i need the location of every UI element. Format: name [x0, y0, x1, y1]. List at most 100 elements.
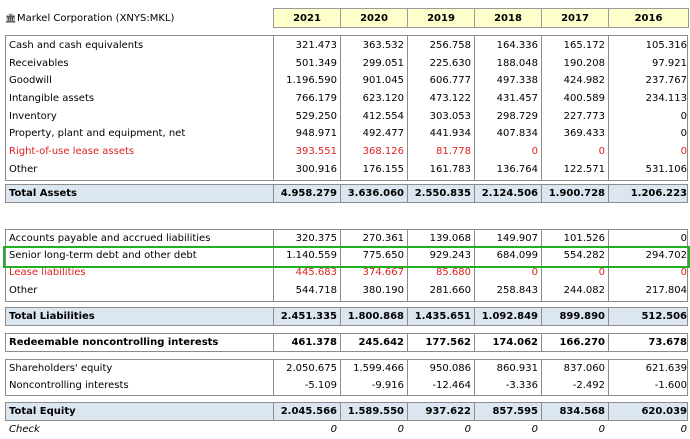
column-divider	[273, 360, 274, 395]
column-divider	[474, 36, 475, 180]
table-row: Goodwill 1.196.590 901.045 606.777 497.338 42…	[5, 72, 688, 90]
cell-2018: 0	[531, 267, 538, 278]
column-divider	[340, 403, 341, 420]
row-label: Other	[9, 164, 38, 175]
cell-2018: 860.931	[496, 363, 538, 374]
year-header-2021: 2021	[273, 8, 341, 28]
row-label: Property, plant and equipment, net	[9, 128, 186, 139]
column-divider	[273, 36, 274, 180]
cell-2021: 544.718	[295, 285, 337, 296]
row-label: Shareholders' equity	[9, 363, 113, 374]
cell-2018: 0	[531, 424, 538, 435]
cell-2017: 1.900.728	[548, 188, 605, 199]
cell-2021: 393.551	[295, 146, 337, 157]
cell-2016: 621.639	[645, 363, 687, 374]
cell-2021: 320.375	[295, 233, 337, 244]
cell-2021: 4.958.279	[280, 188, 337, 199]
cell-2020: 492.477	[362, 128, 404, 139]
cell-2017: 0	[598, 424, 605, 435]
cell-2016: 0	[680, 111, 687, 122]
cell-2019: 256.758	[429, 40, 471, 51]
table-row: Check 0 0 0 0 0 0	[5, 421, 688, 439]
row-label: Accounts payable and accrued liabilities	[9, 233, 211, 244]
cell-2021: 2.050.675	[286, 363, 337, 374]
bank-icon: 🏛	[5, 14, 17, 24]
column-divider	[407, 185, 408, 202]
cell-2016: 0	[680, 146, 687, 157]
cell-2016: 73.678	[648, 337, 687, 348]
row-label: Receivables	[9, 58, 69, 69]
column-divider	[474, 308, 475, 325]
cell-2020: 901.045	[362, 75, 404, 86]
column-divider	[273, 230, 274, 301]
redeemable-box	[5, 333, 688, 352]
cell-2018: 164.336	[496, 40, 538, 51]
cell-2016: 0	[680, 128, 687, 139]
table-row: Senior long-term debt and other debt 1.14…	[5, 247, 688, 265]
column-divider	[474, 360, 475, 395]
cell-2016: 105.316	[645, 40, 687, 51]
column-divider	[474, 230, 475, 301]
cell-2019: 81.778	[436, 146, 471, 157]
cell-2019: 1.435.651	[414, 311, 471, 322]
column-divider	[608, 403, 609, 420]
cell-2017: 554.282	[563, 250, 605, 261]
table-row: Total Equity 2.045.566 1.589.550 937.622 857…	[5, 403, 688, 421]
cell-2021: 2.045.566	[280, 406, 337, 417]
cell-2019: 441.934	[429, 128, 471, 139]
cell-2019: 85.680	[436, 267, 471, 278]
year-header-2017: 2017	[541, 8, 609, 28]
cell-2020: 176.155	[362, 164, 404, 175]
row-label: Inventory	[9, 111, 57, 122]
liabilities-box	[5, 229, 688, 302]
cell-2019: 0	[464, 424, 471, 435]
cell-2017: 227.773	[563, 111, 605, 122]
column-divider	[407, 334, 408, 351]
cell-2019: 281.660	[429, 285, 471, 296]
column-divider	[608, 185, 609, 202]
column-divider	[340, 230, 341, 301]
cell-2018: 136.764	[496, 164, 538, 175]
cell-2018: 149.907	[496, 233, 538, 244]
cell-2020: 245.642	[358, 337, 404, 348]
table-row: Other 544.718 380.190 281.660 258.843 244.082…	[5, 282, 688, 300]
cell-2018: 1.092.849	[481, 311, 538, 322]
column-divider	[340, 334, 341, 351]
total-assets-box	[5, 184, 688, 203]
cell-2017: 400.589	[563, 93, 605, 104]
cell-2017: 101.526	[563, 233, 605, 244]
cell-2016: 620.039	[641, 406, 687, 417]
assets-box	[5, 35, 688, 181]
column-divider	[608, 36, 609, 180]
column-divider	[273, 308, 274, 325]
cell-2016: -1.600	[654, 380, 687, 391]
column-divider	[541, 308, 542, 325]
cell-2017: 837.060	[563, 363, 605, 374]
row-label: Right-of-use lease assets	[9, 146, 135, 157]
row-label: Cash and cash equivalents	[9, 40, 144, 51]
cell-2020: 299.051	[362, 58, 404, 69]
cell-2020: 412.554	[362, 111, 404, 122]
table-row: Accounts payable and accrued liabilities…	[5, 230, 688, 248]
cell-2017: 834.568	[559, 406, 605, 417]
column-divider	[407, 230, 408, 301]
cell-2020: 1.589.550	[347, 406, 404, 417]
company-name: Markel Corporation (XNYS:MKL)	[17, 13, 175, 24]
column-divider	[273, 185, 274, 202]
column-divider	[340, 308, 341, 325]
cell-2020: 380.190	[362, 285, 404, 296]
row-label: Senior long-term debt and other debt	[9, 250, 197, 261]
year-header-2018: 2018	[474, 8, 542, 28]
cell-2018: 0	[531, 146, 538, 157]
cell-2017: 369.433	[563, 128, 605, 139]
row-label: Check	[9, 424, 40, 435]
column-divider	[407, 360, 408, 395]
row-label: Total Liabilities	[9, 311, 95, 322]
cell-2017: 244.082	[563, 285, 605, 296]
row-label: Redeemable noncontrolling interests	[9, 337, 219, 348]
cell-2021: 501.349	[295, 58, 337, 69]
cell-2020: 775.650	[362, 250, 404, 261]
cell-2019: 473.122	[429, 93, 471, 104]
cell-2021: 529.250	[295, 111, 337, 122]
column-divider	[340, 36, 341, 180]
